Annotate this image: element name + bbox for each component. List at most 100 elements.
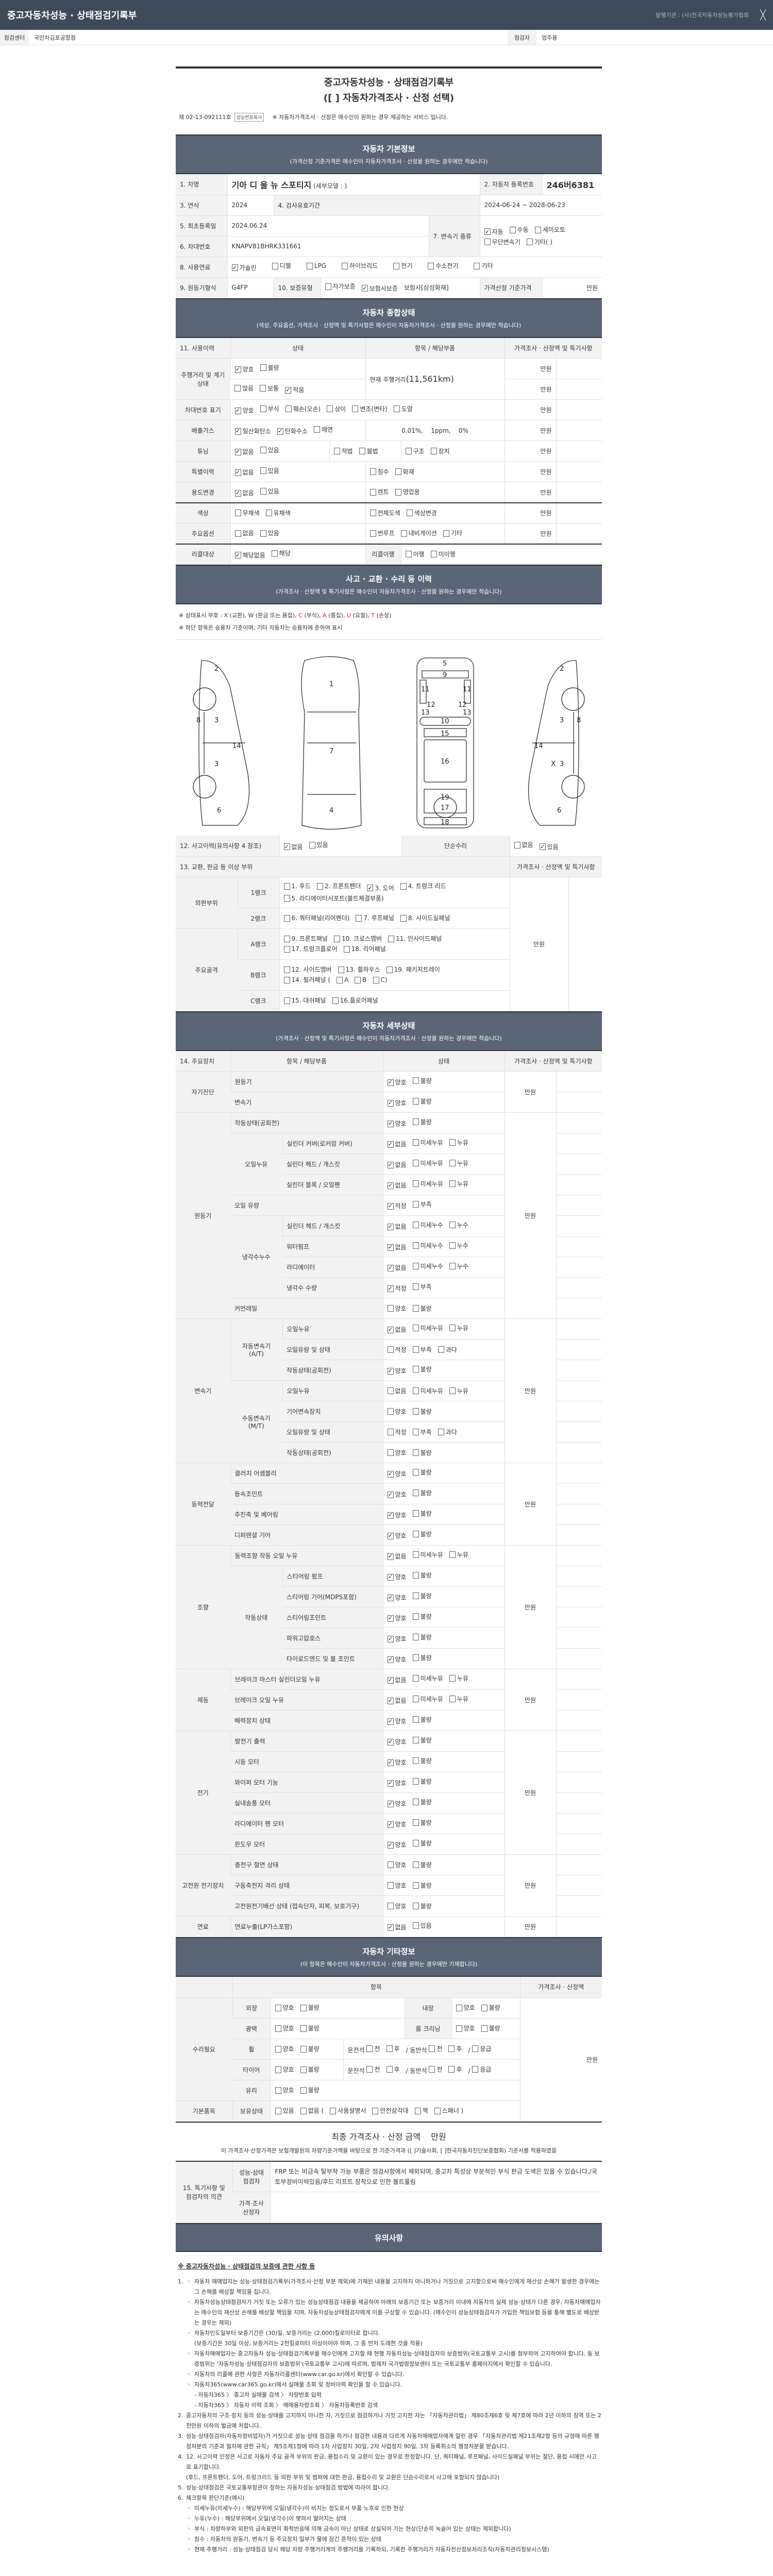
remark-cell[interactable] bbox=[556, 1133, 602, 1154]
checkbox-unchecked[interactable]: 불량 bbox=[300, 2023, 320, 2033]
checkbox-unchecked[interactable]: 양호 bbox=[387, 1448, 407, 1458]
checkbox-unchecked[interactable]: 13. 휠하우스 bbox=[338, 964, 380, 975]
checkbox-unchecked[interactable]: 미세누유 bbox=[412, 1158, 443, 1168]
remark-cell[interactable] bbox=[556, 1916, 602, 1937]
remark-cell[interactable] bbox=[556, 1112, 602, 1133]
checkbox-unchecked[interactable]: 불량 bbox=[260, 363, 279, 373]
checkbox-unchecked[interactable]: 장치 bbox=[430, 446, 450, 456]
checkbox-unchecked[interactable]: 전 bbox=[366, 2044, 380, 2054]
checkbox-checked[interactable]: ✓ 양호 bbox=[387, 1489, 407, 1500]
checkbox-unchecked[interactable]: 불량 bbox=[412, 1776, 432, 1787]
checkbox-unchecked[interactable]: 부식 bbox=[260, 404, 279, 414]
checkbox-checked[interactable]: ✓ 없음 bbox=[387, 1922, 407, 1933]
checkbox-unchecked[interactable]: 미세누유 bbox=[412, 1138, 443, 1148]
checkbox-checked[interactable]: ✓ 없음 bbox=[387, 1325, 407, 1335]
checkbox-unchecked[interactable]: 불량 bbox=[412, 1591, 432, 1601]
checkbox-unchecked[interactable]: 미세누유 bbox=[412, 1179, 443, 1189]
checkbox-unchecked[interactable]: 9. 프론트패널 bbox=[283, 934, 328, 944]
checkbox-unchecked[interactable]: 15. 대쉬패널 bbox=[283, 995, 326, 1006]
remark-cell[interactable] bbox=[556, 1628, 602, 1649]
checkbox-unchecked[interactable]: 불량 bbox=[412, 1364, 432, 1375]
checkbox-checked[interactable]: ✓ 없음 bbox=[234, 467, 254, 478]
checkbox-unchecked[interactable]: 불량 bbox=[300, 2085, 320, 2095]
checkbox-unchecked[interactable]: 구조 bbox=[405, 446, 425, 456]
checkbox-unchecked[interactable]: 적정 bbox=[387, 1345, 407, 1355]
checkbox-checked[interactable]: ✓ 없음 bbox=[387, 1551, 407, 1562]
checkbox-checked[interactable]: ✓ 없음 bbox=[387, 1263, 407, 1273]
checkbox-unchecked[interactable]: 불량 bbox=[412, 1653, 432, 1663]
checkbox-unchecked[interactable]: 불량 bbox=[412, 1467, 432, 1478]
checkbox-unchecked[interactable]: 적법 bbox=[333, 446, 353, 456]
checkbox-unchecked[interactable]: 없음 ( bbox=[300, 2106, 324, 2116]
checkbox-unchecked[interactable]: 누유 bbox=[449, 1673, 468, 1684]
checkbox-unchecked[interactable]: 내비게이션 bbox=[400, 528, 437, 538]
checkbox-unchecked[interactable]: 누수 bbox=[449, 1261, 468, 1272]
remark-cell[interactable] bbox=[556, 1895, 602, 1917]
checkbox-checked[interactable]: ✓ 양호 bbox=[387, 1634, 407, 1644]
checkbox-checked[interactable]: ✓ 양호 bbox=[387, 1613, 407, 1623]
checkbox-unchecked[interactable]: 후 bbox=[448, 2044, 462, 2054]
checkbox-unchecked[interactable]: 불량 bbox=[412, 1756, 432, 1766]
checkbox-unchecked[interactable]: 디젤 bbox=[272, 261, 291, 271]
checkbox-unchecked[interactable]: 2. 프론트펜더 bbox=[316, 881, 361, 891]
remark-cell[interactable] bbox=[556, 1380, 602, 1401]
checkbox-unchecked[interactable]: 화재 bbox=[395, 467, 414, 477]
checkbox-unchecked[interactable]: 불량 bbox=[300, 2003, 320, 2013]
checkbox-unchecked[interactable]: 기타( ) bbox=[526, 237, 552, 247]
checkbox-unchecked[interactable]: B bbox=[355, 975, 367, 985]
checkbox-checked[interactable]: ✓ 양호 bbox=[387, 1716, 407, 1726]
checkbox-unchecked[interactable]: 양호 bbox=[275, 2023, 294, 2033]
checkbox-unchecked[interactable]: 불량 bbox=[412, 1509, 432, 1519]
checkbox-checked[interactable]: ✓ 일산화탄소 bbox=[234, 426, 271, 436]
checkbox-checked[interactable]: ✓ 없음 bbox=[387, 1242, 407, 1252]
checkbox-unchecked[interactable]: 6. 쿼터패널(리어펜더) bbox=[283, 913, 349, 923]
remark-cell[interactable] bbox=[556, 1215, 602, 1236]
checkbox-checked[interactable]: ✓ 자동 bbox=[484, 227, 503, 237]
checkbox-unchecked[interactable]: 없음 bbox=[234, 528, 254, 538]
checkbox-unchecked[interactable]: 변조(변타) bbox=[352, 404, 388, 414]
checkbox-unchecked[interactable]: 양호 bbox=[387, 1406, 407, 1417]
checkbox-checked[interactable]: ✓ 없음 bbox=[387, 1222, 407, 1232]
checkbox-checked[interactable]: ✓ 해당없음 bbox=[234, 550, 265, 561]
checkbox-unchecked[interactable]: 누유 bbox=[449, 1550, 468, 1560]
checkbox-unchecked[interactable]: 양호 bbox=[275, 2044, 294, 2054]
checkbox-unchecked[interactable]: 누유 bbox=[449, 1158, 468, 1168]
checkbox-unchecked[interactable]: 하이브리드 bbox=[341, 261, 378, 271]
checkbox-checked[interactable]: ✓ 없음 bbox=[283, 842, 303, 852]
checkbox-checked[interactable]: ✓ 양호 bbox=[387, 1510, 407, 1520]
remark-cell[interactable] bbox=[556, 1834, 602, 1855]
checkbox-unchecked[interactable]: 미세누유 bbox=[412, 1550, 443, 1560]
checkbox-unchecked[interactable]: 18. 리어패널 bbox=[343, 944, 386, 954]
checkbox-checked[interactable]: ✓ 양호 bbox=[234, 405, 254, 416]
remark-cell[interactable] bbox=[556, 1421, 602, 1443]
checkbox-unchecked[interactable]: 양호 bbox=[456, 2023, 475, 2033]
checkbox-unchecked[interactable]: 전 bbox=[429, 2064, 442, 2075]
checkbox-checked[interactable]: ✓ 탄화수소 bbox=[277, 426, 308, 436]
remark-cell[interactable] bbox=[556, 1648, 602, 1669]
remark-cell[interactable] bbox=[556, 1092, 602, 1113]
checkbox-unchecked[interactable]: 많음 bbox=[234, 383, 254, 394]
checkbox-unchecked[interactable]: 양호 bbox=[387, 1860, 407, 1870]
checkbox-unchecked[interactable]: 불량 bbox=[412, 1818, 432, 1828]
checkbox-unchecked[interactable]: 없음 bbox=[387, 1386, 407, 1396]
checkbox-unchecked[interactable]: 양호 bbox=[456, 2003, 475, 2013]
checkbox-unchecked[interactable]: 불량 bbox=[481, 2003, 500, 2013]
checkbox-unchecked[interactable]: 17. 트렁크플로어 bbox=[283, 944, 338, 954]
checkbox-unchecked[interactable]: 부족 bbox=[412, 1199, 432, 1210]
remark-cell[interactable] bbox=[556, 1545, 602, 1566]
remark-cell[interactable] bbox=[556, 1731, 602, 1752]
checkbox-unchecked[interactable]: 11. 인사이드패널 bbox=[388, 934, 442, 944]
checkbox-unchecked[interactable]: 누수 bbox=[449, 1241, 468, 1251]
checkbox-unchecked[interactable]: 있음 bbox=[309, 840, 328, 850]
remark-cell[interactable] bbox=[556, 1339, 602, 1360]
checkbox-unchecked[interactable]: 10. 크로스멤버 bbox=[333, 934, 382, 944]
checkbox-unchecked[interactable]: 유채색 bbox=[265, 508, 291, 518]
checkbox-unchecked[interactable]: 이행 bbox=[405, 549, 425, 560]
checkbox-unchecked[interactable]: 해당 bbox=[271, 548, 291, 558]
checkbox-checked[interactable]: ✓ 양호 bbox=[387, 1077, 407, 1088]
checkbox-unchecked[interactable]: 있음 bbox=[275, 2106, 294, 2116]
remark-cell[interactable] bbox=[556, 1071, 602, 1092]
checkbox-unchecked[interactable]: 불량 bbox=[412, 1406, 432, 1417]
checkbox-unchecked[interactable]: 7. 루프패널 bbox=[356, 913, 394, 923]
copy-number-button[interactable]: 성능번호복사 bbox=[234, 112, 264, 122]
